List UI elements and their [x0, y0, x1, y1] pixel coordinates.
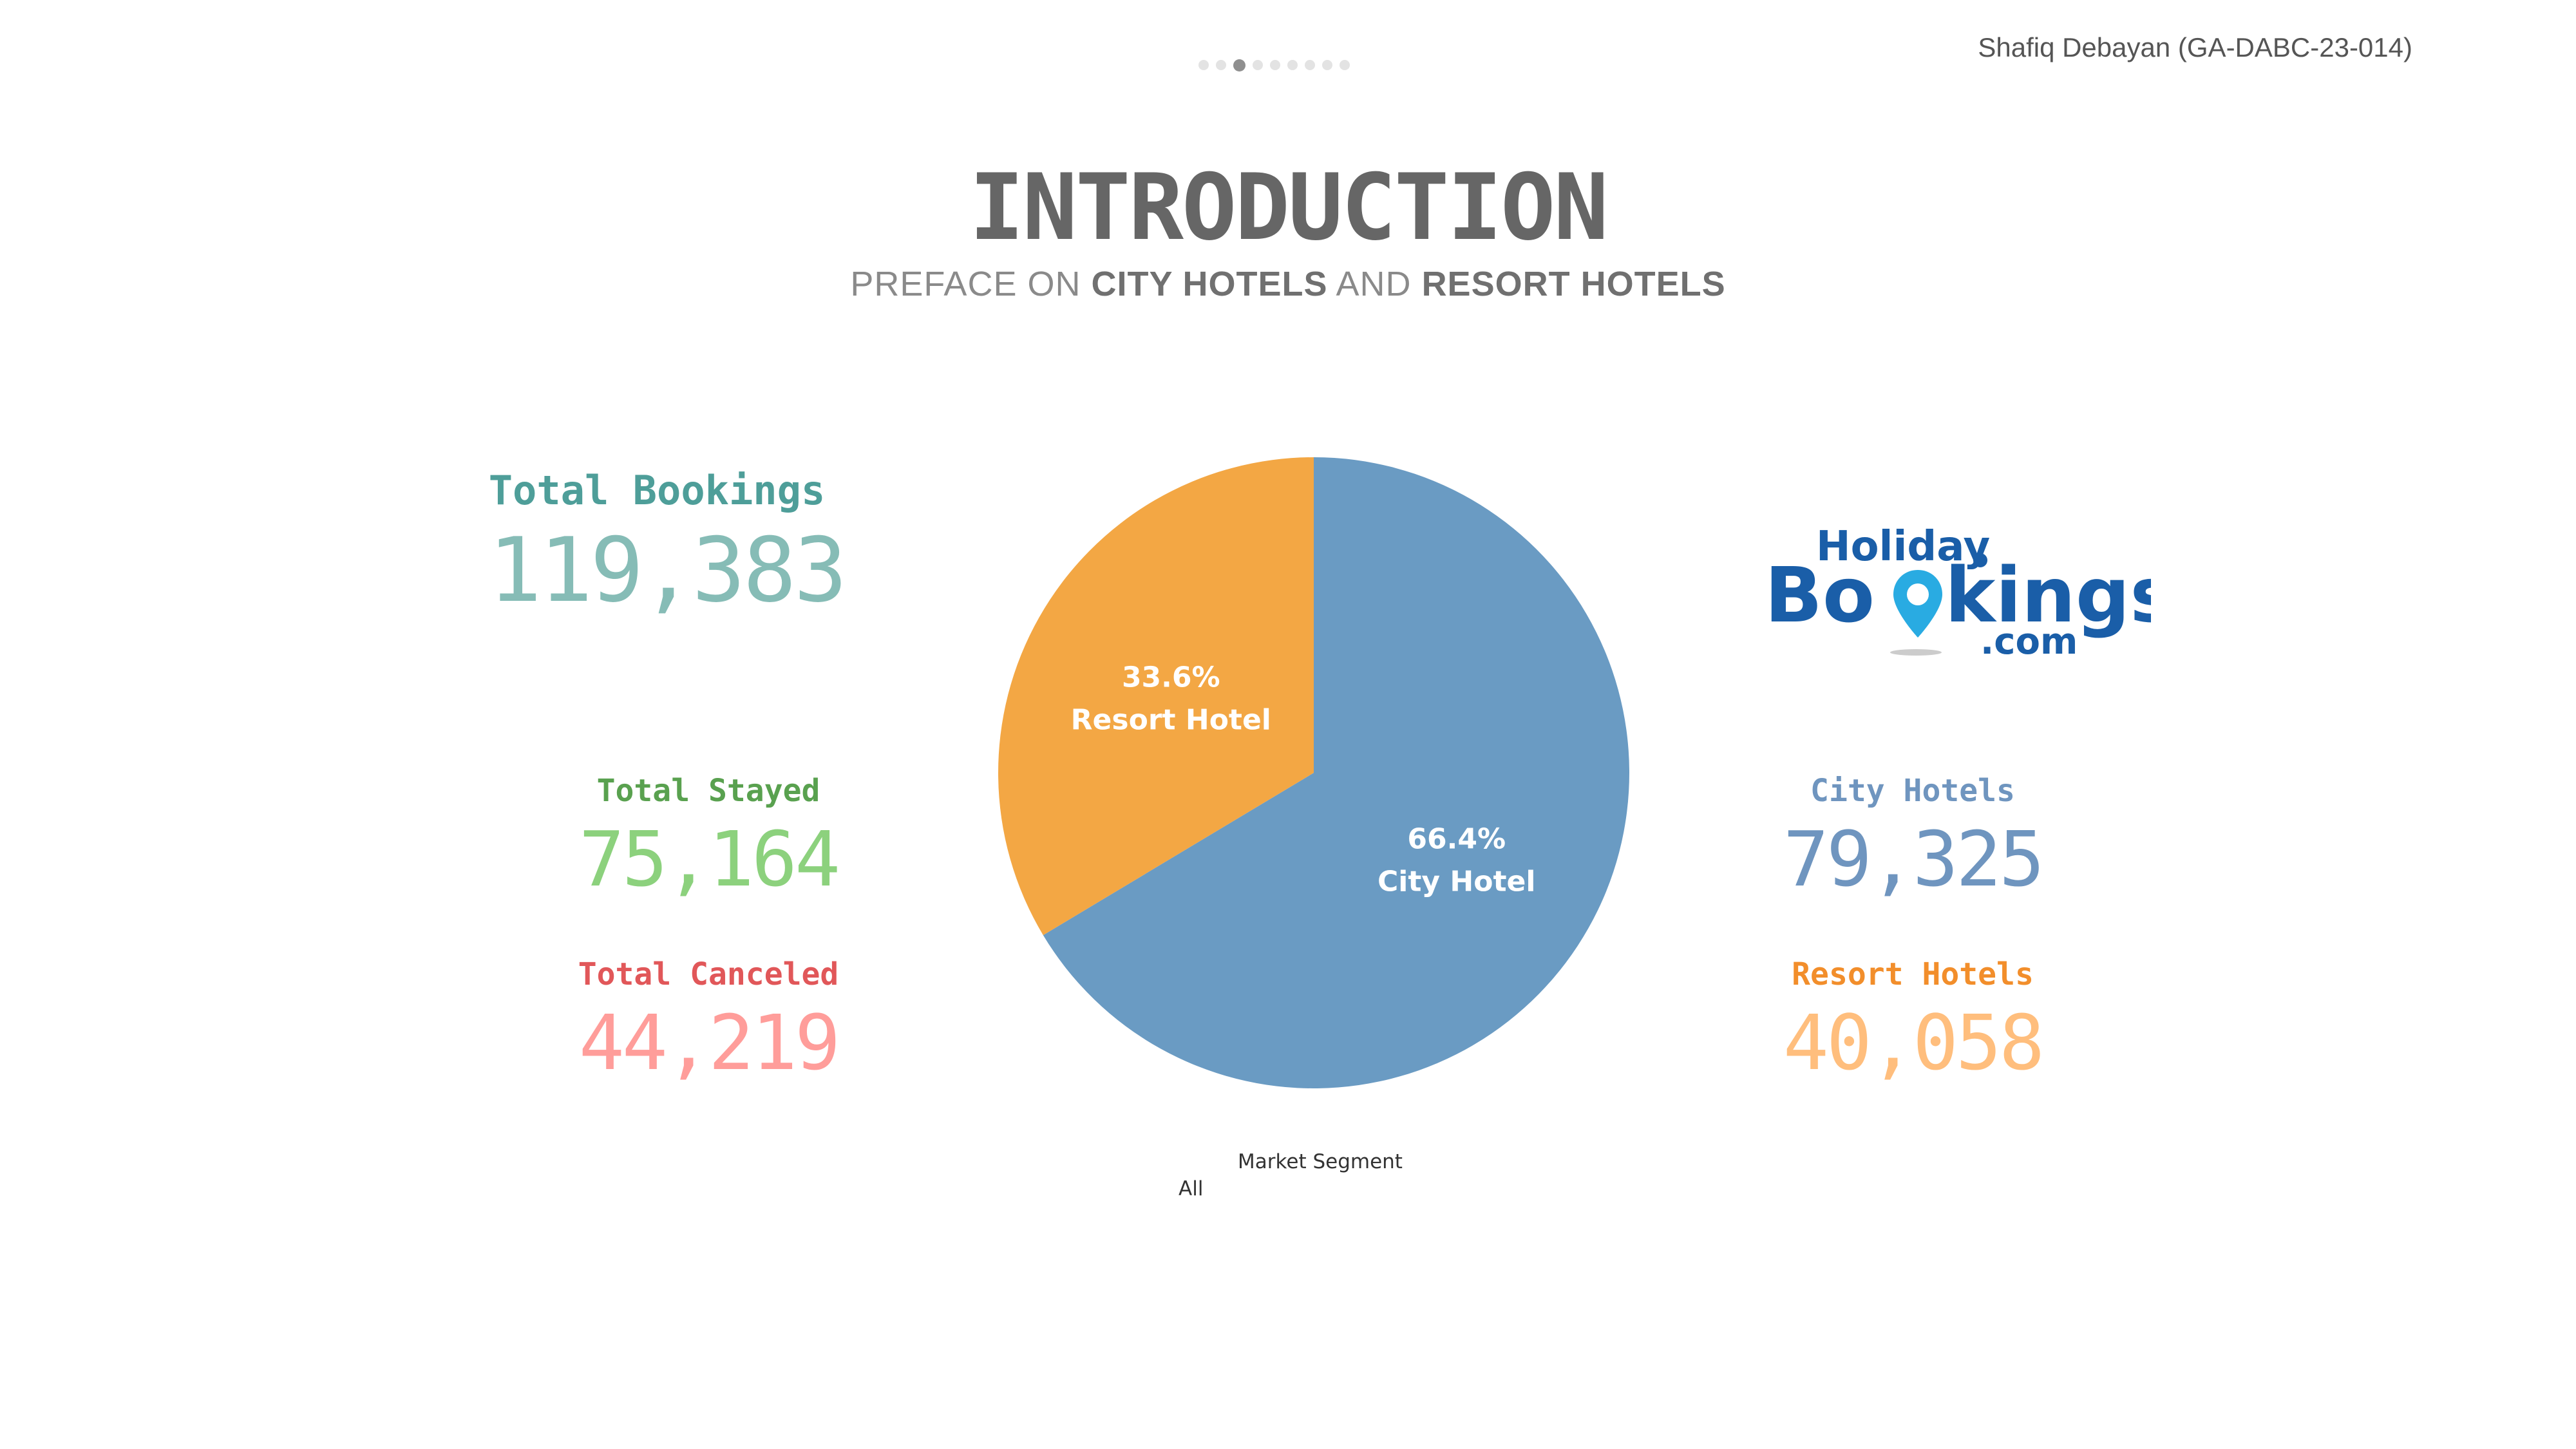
total-canceled-value: 44,219 [578, 998, 840, 1087]
market-segment-filter-value[interactable]: All [1179, 1177, 1204, 1200]
city-hotels-label: City Hotels [1810, 773, 2015, 809]
holiday-bookings-logo: Holiday Bo kings .com [1765, 525, 2151, 663]
total-canceled-label: Total Canceled [578, 956, 839, 992]
page-dot[interactable] [1253, 60, 1263, 70]
logo-line3: .com [1980, 621, 2078, 663]
logo-dot [1973, 553, 1987, 567]
total-stayed-value: 75,164 [578, 815, 840, 904]
page-dot[interactable] [1340, 60, 1350, 70]
logo-line2b: kings [1945, 551, 2151, 639]
page-dot[interactable] [1198, 60, 1209, 70]
subtitle-part-4: RESORT HOTELS [1421, 265, 1726, 303]
hotel-type-pie-chart: 66.4% City Hotel 33.6% Resort Hotel [998, 457, 1629, 1088]
total-bookings-value: 119,383 [488, 518, 848, 622]
subtitle-part-3: AND [1327, 265, 1422, 303]
city-hotels-value: 79,325 [1783, 815, 2045, 904]
page-title: INTRODUCTION [969, 155, 1609, 261]
page-subtitle: PREFACE ON CITY HOTELS AND RESORT HOTELS [644, 264, 1932, 304]
logo-line1: Holiday [1816, 525, 1990, 571]
total-stayed-label: Total Stayed [596, 773, 820, 809]
author-name: Shafiq Debayan (GA-DABC-23-014) [1978, 32, 2412, 62]
page-dot[interactable] [1270, 60, 1280, 70]
subtitle-part-1: PREFACE ON [850, 265, 1092, 303]
page-dot[interactable] [1287, 60, 1298, 70]
market-segment-filter-title: Market Segment [1238, 1150, 1403, 1173]
pie-label-percent: 33.6% [1122, 661, 1220, 694]
location-pin-icon [1893, 570, 1942, 638]
resort-hotels-label: Resort Hotels [1792, 956, 2034, 992]
pie-label-name: City Hotel [1378, 866, 1535, 898]
page-dot[interactable] [1305, 60, 1315, 70]
logo-line2a: Bo [1765, 551, 1875, 639]
page-indicator[interactable] [1198, 57, 1405, 73]
pie-slice-resort-hotel[interactable] [998, 457, 1314, 936]
page-dot[interactable] [1322, 60, 1332, 70]
page-dot[interactable] [1216, 60, 1226, 70]
subtitle-part-2: CITY HOTELS [1091, 265, 1328, 303]
pie-label-name: Resort Hotel [1071, 703, 1271, 736]
pie-slice-city-hotel[interactable] [1043, 457, 1629, 1088]
resort-hotels-value: 40,058 [1783, 998, 2045, 1087]
pie-label-percent: 66.4% [1407, 823, 1506, 856]
page-dot[interactable] [1233, 59, 1245, 71]
total-bookings-label: Total Bookings [488, 467, 826, 514]
